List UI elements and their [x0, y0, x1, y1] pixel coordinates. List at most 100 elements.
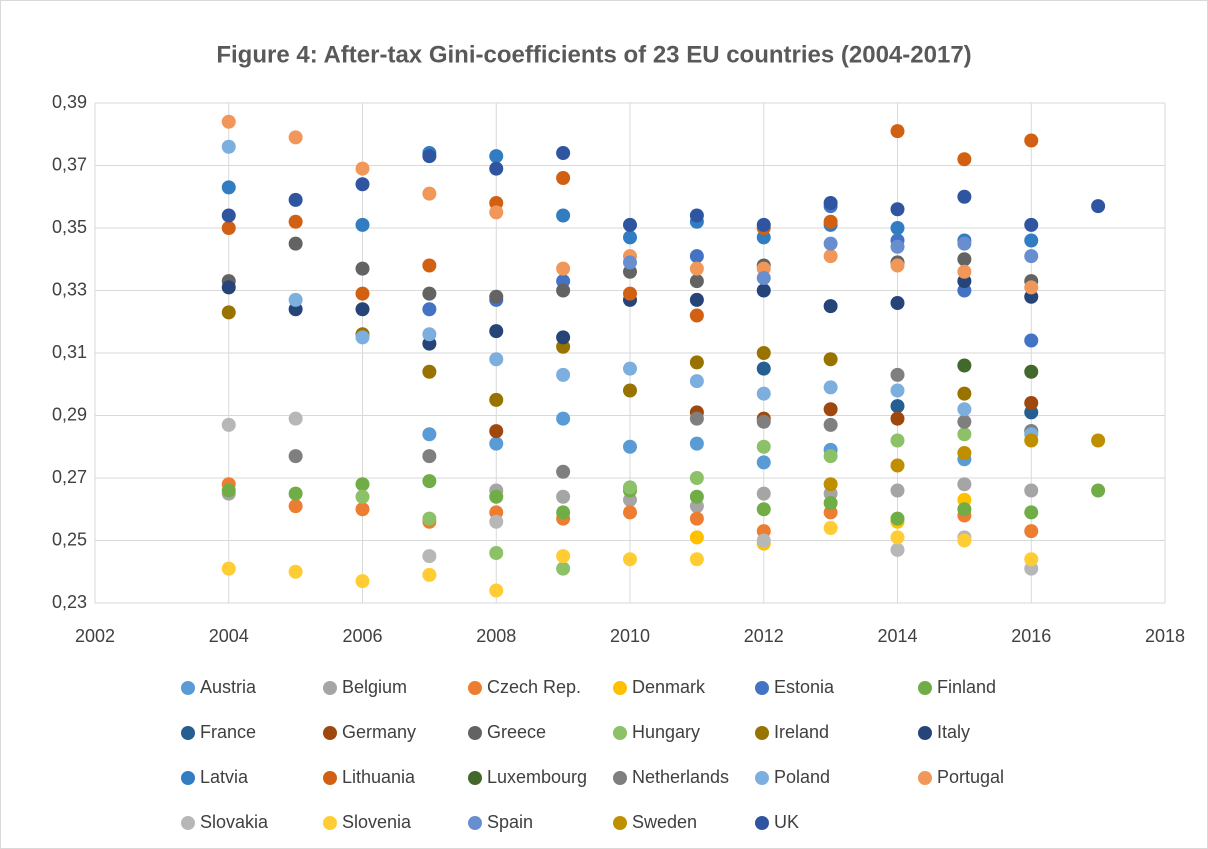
point [823, 402, 838, 417]
legend-label: Finland [937, 677, 996, 697]
point [489, 392, 504, 407]
point [957, 477, 972, 492]
point [556, 505, 571, 520]
point [556, 367, 571, 382]
point [355, 489, 370, 504]
point [623, 480, 637, 495]
point [556, 411, 571, 426]
legend-marker [613, 726, 627, 740]
point [823, 417, 838, 432]
point [221, 139, 236, 154]
point [957, 402, 972, 417]
point [823, 299, 838, 314]
point [957, 386, 972, 401]
point [1024, 505, 1039, 520]
point [1024, 233, 1039, 248]
point [422, 286, 437, 301]
point [221, 114, 236, 129]
point [756, 439, 771, 454]
point [957, 152, 972, 167]
point [355, 330, 370, 345]
point [355, 177, 370, 192]
point [756, 502, 771, 517]
point [288, 192, 303, 207]
point [288, 214, 303, 229]
legend-label: Poland [774, 767, 830, 787]
legend-label: Spain [487, 812, 533, 832]
point [1024, 280, 1039, 295]
point [355, 502, 370, 517]
legend-label: Estonia [774, 677, 835, 697]
point [623, 552, 637, 567]
point [288, 236, 303, 251]
point [823, 196, 838, 210]
legend-marker [755, 726, 769, 740]
point [957, 358, 972, 373]
point [556, 561, 571, 576]
point [756, 361, 771, 376]
point [288, 449, 303, 464]
point [689, 489, 704, 504]
point [288, 564, 303, 579]
point [221, 483, 236, 498]
point [623, 439, 637, 454]
point [556, 489, 571, 504]
point [890, 258, 905, 273]
point [221, 305, 236, 320]
point [556, 549, 571, 564]
x-tick-label: 2008 [476, 626, 516, 646]
point [957, 446, 972, 460]
legend-marker [181, 816, 195, 830]
point [623, 217, 637, 232]
point [556, 283, 571, 298]
point [1024, 217, 1039, 232]
point [489, 161, 504, 176]
legend-marker [323, 771, 337, 785]
y-tick-label: 0,25 [52, 529, 87, 549]
point [355, 217, 370, 232]
point [623, 230, 637, 245]
point [489, 424, 504, 439]
point [689, 374, 704, 389]
point [823, 214, 838, 229]
y-tick-label: 0,31 [52, 342, 87, 362]
x-tick-label: 2016 [1011, 626, 1051, 646]
point [756, 533, 771, 548]
point [422, 149, 437, 164]
legend-label: Netherlands [632, 767, 729, 787]
point [288, 411, 303, 426]
point [288, 486, 303, 501]
legend-label: Germany [342, 722, 416, 742]
point [422, 302, 437, 317]
point [1091, 483, 1106, 498]
point [890, 367, 905, 382]
legend-marker [613, 816, 627, 830]
legend-label: Ireland [774, 722, 829, 742]
point [288, 130, 303, 145]
point [221, 561, 236, 576]
legend-label: UK [774, 812, 799, 832]
point [355, 161, 370, 176]
chart-title: Figure 4: After-tax Gini-coefficients of… [216, 41, 971, 68]
point [823, 380, 838, 395]
legend-marker [613, 681, 627, 695]
point [1024, 433, 1039, 448]
point [689, 411, 704, 426]
point [890, 221, 905, 235]
point [689, 552, 704, 567]
legend-marker [468, 681, 482, 695]
point [489, 546, 504, 560]
point [489, 436, 504, 451]
point [1024, 552, 1039, 567]
legend-marker [918, 771, 932, 785]
point [689, 249, 704, 264]
point [890, 542, 905, 557]
point [623, 286, 637, 301]
legend-marker [181, 771, 195, 785]
y-tick-label: 0,39 [52, 92, 87, 112]
point [489, 583, 504, 598]
point [890, 399, 905, 414]
point [756, 455, 771, 470]
point [355, 477, 370, 492]
